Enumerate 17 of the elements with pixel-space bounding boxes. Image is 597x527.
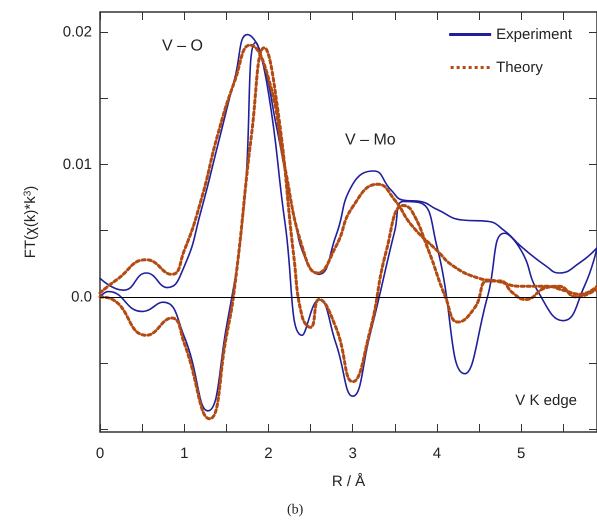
- x-tick-label: 0: [96, 445, 104, 462]
- legend-label: Experiment: [496, 26, 573, 43]
- y-tick-label: 0.01: [62, 156, 92, 173]
- y-tick-label: 0.0: [71, 288, 92, 306]
- annotation: V – Mo: [345, 132, 396, 148]
- x-axis-title: R / Å: [332, 472, 366, 490]
- annotation: V K edge: [515, 392, 578, 409]
- text: (b): [287, 502, 304, 518]
- y-tick-label: 0.02: [62, 23, 92, 40]
- x-tick-label: 2: [264, 445, 273, 462]
- x-tick-label: 4: [432, 445, 442, 462]
- x-tick-label: 1: [180, 445, 188, 462]
- x-tick-label: 3: [348, 445, 357, 462]
- y-axis-title: FT(χ(k)*k3): [22, 186, 39, 258]
- legend-label: Theory: [496, 59, 544, 76]
- x-tick-label: 5: [517, 445, 526, 462]
- annotation: V – O: [162, 38, 203, 54]
